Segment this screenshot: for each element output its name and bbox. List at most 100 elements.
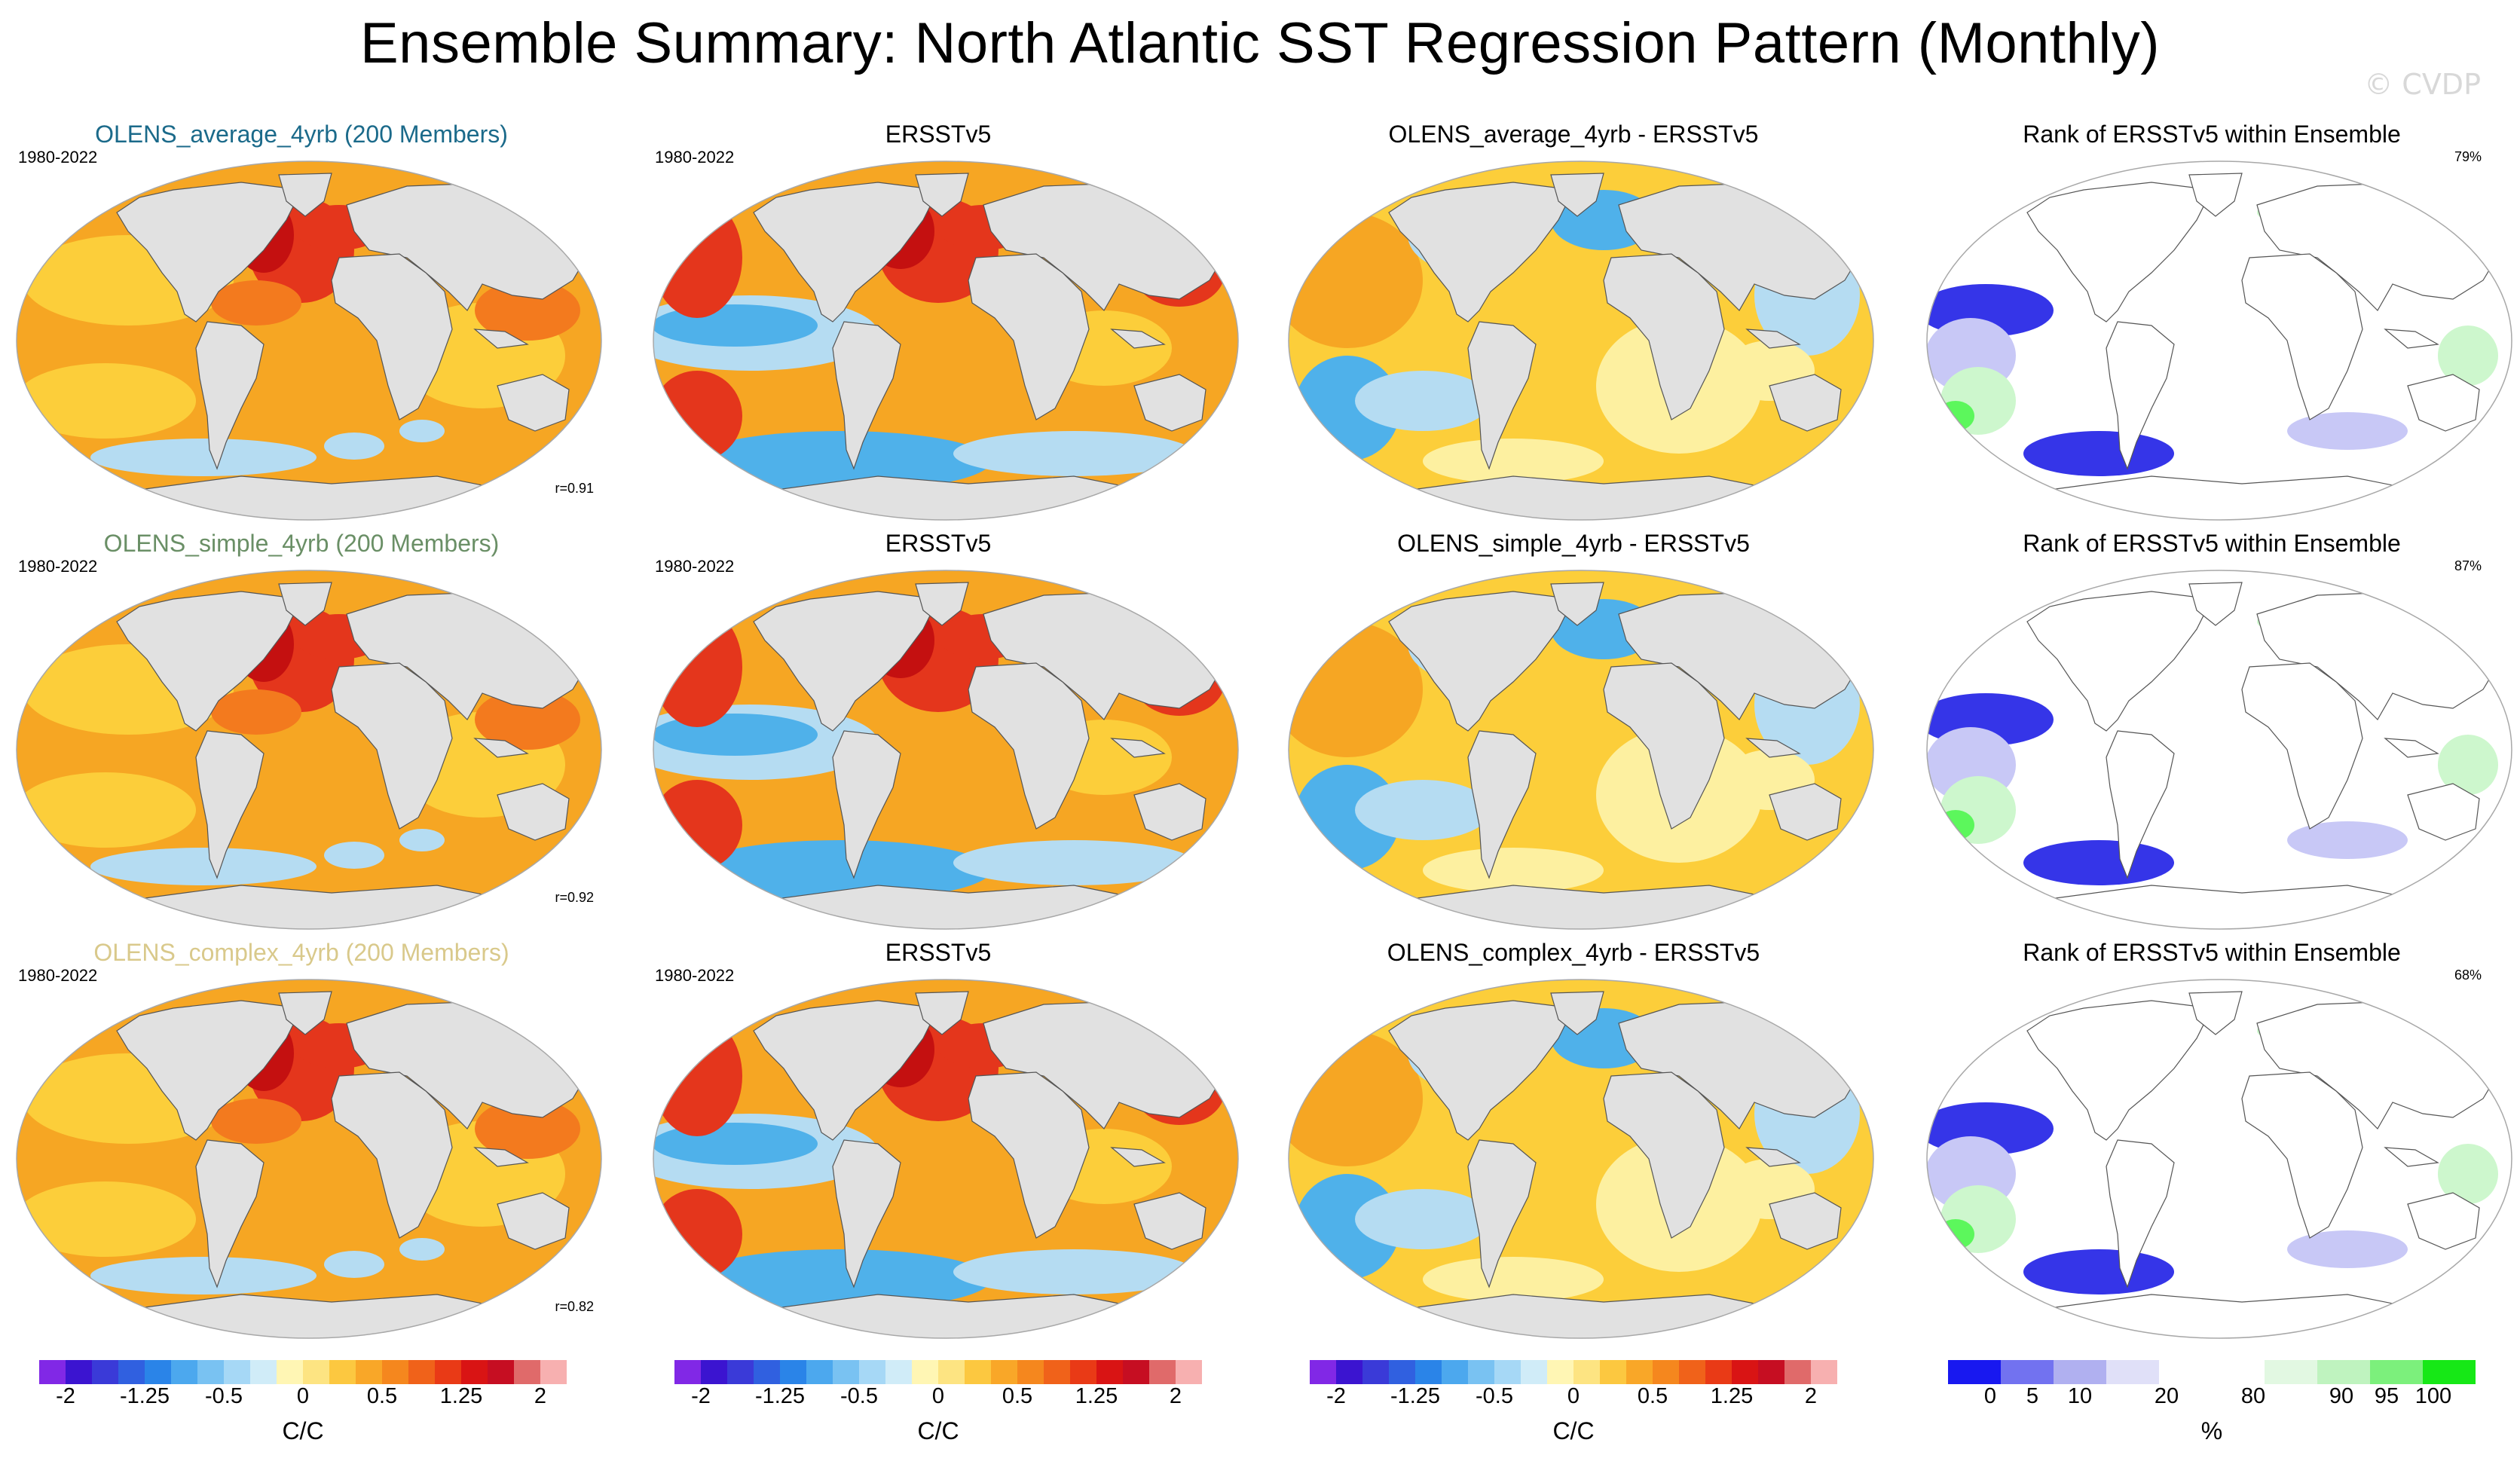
field-anomaly-region	[2023, 431, 2174, 476]
map-outline	[1926, 570, 2512, 930]
land-greenland	[278, 173, 332, 217]
colorbar-swatch	[1784, 1360, 1811, 1384]
land-namerica	[116, 591, 302, 732]
field-anomaly-region	[2438, 1144, 2498, 1204]
field-anomaly-region	[324, 433, 384, 460]
land-greenland	[1550, 173, 1604, 217]
colorbar-tick-label: -2	[56, 1384, 75, 1408]
field-anomaly-region	[211, 1099, 301, 1144]
colorbar-swatch	[1626, 1360, 1653, 1384]
colorbar-swatch	[514, 1360, 540, 1384]
colorbar-tick-label: 95	[2374, 1384, 2399, 1408]
panel-title: Rank of ERSSTv5 within Ensemble	[2023, 530, 2401, 557]
field-anomaly-region	[953, 1249, 1194, 1294]
land-greenland	[915, 991, 969, 1035]
robinson-map	[16, 570, 602, 930]
field-anomaly-region	[399, 1238, 445, 1261]
map-panel-obs: ERSSTv5 1980-2022	[644, 530, 1247, 937]
field-anomaly-region	[324, 1251, 384, 1278]
land-indonesia	[1745, 738, 1801, 758]
cvdp-watermark: © CVDP	[2364, 68, 2481, 101]
land-australia	[497, 783, 570, 841]
field-anomaly-region	[653, 780, 742, 870]
map-panel-obs: ERSSTv5 1980-2022	[644, 121, 1247, 527]
colorbar-swatch	[2265, 1360, 2317, 1384]
colorbar-tick-label: 0.5	[1637, 1384, 1668, 1408]
map-panel-diff: OLENS_simple_4yrb - ERSSTv5	[1280, 530, 1882, 937]
land-indonesia	[2384, 1147, 2439, 1167]
rank-percentage: 68%	[2454, 967, 2482, 983]
time-period-label: 1980-2022	[655, 557, 735, 576]
land-africa	[1603, 1071, 1725, 1239]
panel-title: Rank of ERSSTv5 within Ensemble	[2023, 121, 2401, 148]
land-greenland	[1550, 582, 1604, 626]
colorbar-tick-label: 0	[296, 1384, 310, 1408]
colorbar-tick-label: 0	[1983, 1384, 1997, 1408]
land-greenland	[2188, 173, 2243, 217]
colorbar-swatch	[1336, 1360, 1362, 1384]
panel-title: OLENS_average_4yrb (200 Members)	[95, 121, 508, 148]
panel-title: Rank of ERSSTv5 within Ensemble	[2023, 939, 2401, 966]
field-anomaly-region	[1937, 1219, 1974, 1249]
field-anomaly-region	[1355, 1189, 1491, 1249]
colorbar-swatch	[92, 1360, 118, 1384]
land-australia	[497, 374, 570, 432]
colorbar-swatch	[2317, 1360, 2370, 1384]
colorbar-swatch	[329, 1360, 356, 1384]
robinson-map	[653, 979, 1239, 1339]
colorbar-swatch	[1123, 1360, 1149, 1384]
colorbar-tick-label: 0.5	[366, 1384, 398, 1408]
colorbar-tick-label: 0	[931, 1384, 945, 1408]
land-namerica	[2026, 591, 2213, 732]
colorbar-swatch	[1149, 1360, 1176, 1384]
field-anomaly-region	[399, 420, 445, 442]
colorbar-swatch	[806, 1360, 833, 1384]
colorbar-swatch	[1600, 1360, 1626, 1384]
map-panel-model: OLENS_simple_4yrb (200 Members) 1980-2022…	[8, 530, 610, 937]
land-greenland	[278, 991, 332, 1035]
time-period-label: 1980-2022	[655, 148, 735, 167]
colorbar-tick-label: 2	[1169, 1384, 1182, 1408]
land-africa	[1603, 253, 1725, 420]
robinson-map	[1288, 570, 1874, 930]
colorbar-swatch	[2106, 1360, 2159, 1384]
land-namerica	[116, 1000, 302, 1141]
colorbar-swatch	[1017, 1360, 1044, 1384]
colorbar-swatch	[991, 1360, 1017, 1384]
colorbar-tick-label: 2	[534, 1384, 547, 1408]
field-anomaly-region	[17, 363, 196, 439]
colorbar-swatch	[1176, 1360, 1202, 1384]
land-indonesia	[1110, 1147, 1166, 1167]
land-australia	[1769, 783, 1842, 841]
colorbar-unit-label: C/C	[1552, 1417, 1595, 1444]
land-australia	[1133, 783, 1206, 841]
colorbar-swatch	[1494, 1360, 1521, 1384]
land-namerica	[1388, 182, 1574, 322]
land-namerica	[753, 182, 939, 322]
land-africa	[968, 1071, 1090, 1239]
field-anomaly-region	[653, 1016, 742, 1136]
field-anomaly-region	[1423, 439, 1604, 484]
field-anomaly-region	[90, 439, 317, 476]
land-namerica	[2026, 1000, 2213, 1141]
colorbar-tick-label: 1.25	[439, 1384, 483, 1408]
land-indonesia	[1745, 329, 1801, 349]
colorbar-tick-label: -1.25	[119, 1384, 170, 1408]
land-australia	[1769, 374, 1842, 432]
robinson-map	[16, 160, 602, 521]
land-africa	[331, 253, 453, 420]
time-period-label: 1980-2022	[655, 966, 735, 985]
map-outline	[1288, 979, 1874, 1339]
field-anomaly-region	[399, 829, 445, 851]
field-anomaly-region	[2438, 326, 2498, 386]
panel-title: OLENS_simple_4yrb - ERSSTv5	[1397, 530, 1750, 557]
colorbar-swatch	[1468, 1360, 1494, 1384]
panel-title: OLENS_complex_4yrb - ERSSTv5	[1387, 939, 1760, 966]
pattern-correlation: r=0.82	[555, 1299, 594, 1314]
field-anomaly-region	[1423, 1257, 1604, 1302]
map-panel-obs: ERSSTv5 1980-2022	[644, 939, 1247, 1346]
colorbar-diff: -2 -1.25 -0.5 0 0.5 1.25 2 C/C	[1310, 1359, 1852, 1449]
map-outline	[1926, 160, 2512, 521]
colorbar-swatch	[2212, 1360, 2265, 1384]
colorbar-swatch	[2370, 1360, 2423, 1384]
